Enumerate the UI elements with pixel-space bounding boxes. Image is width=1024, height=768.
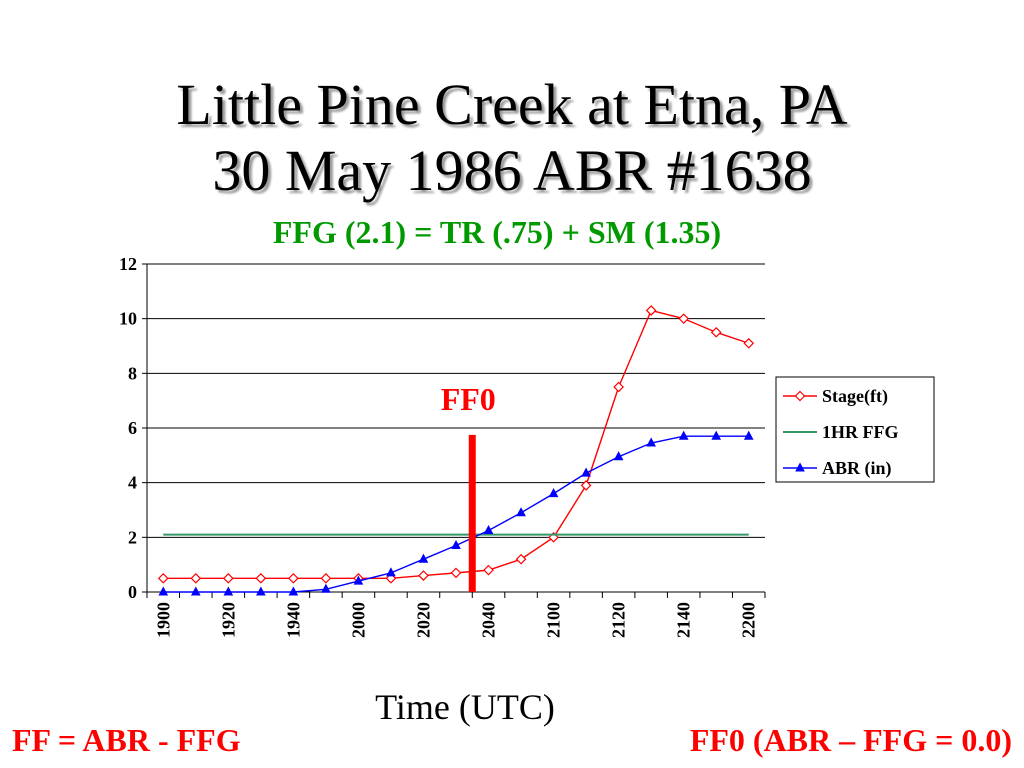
abr-point — [288, 586, 299, 596]
abr-point — [581, 467, 591, 477]
series-lines — [157, 305, 755, 596]
legend-label: 1HR FFG — [822, 422, 899, 442]
x-tick-label: 1900 — [153, 602, 173, 638]
stage-point — [255, 572, 267, 584]
legend-item: ABR (in) — [783, 458, 892, 479]
stage-point — [794, 390, 806, 402]
y-tick-label: 12 — [119, 254, 137, 274]
stage-point — [190, 572, 202, 584]
abr-point — [256, 586, 266, 596]
x-tick-label: 2040 — [479, 602, 499, 638]
abr-point — [646, 437, 656, 447]
legend-item: 1HR FFG — [783, 422, 899, 442]
footer-formula-left: FF = ABR - FFG — [12, 722, 241, 758]
x-tick-label: 1920 — [218, 602, 238, 638]
legend-item: Stage(ft) — [783, 386, 888, 407]
axes: 0 2 4 6 8 10 12 1900 1920 1940 2000 2020 2040 2100 212… — [119, 254, 766, 638]
chart-subtitle: FFG (2.1) = TR (.75) + SM (1.35) — [272, 214, 722, 250]
x-tick-label: 2000 — [348, 602, 368, 638]
abr-point — [353, 575, 364, 585]
abr-point — [516, 507, 526, 517]
abr-point — [613, 451, 624, 461]
abr-point — [321, 583, 331, 593]
title-line-2: 30 May 1986 ABR #1638 — [212, 138, 812, 203]
y-tick-label: 4 — [128, 473, 137, 493]
stage-point — [418, 570, 429, 581]
legend-label: Stage(ft) — [822, 386, 888, 407]
y-tick-label: 6 — [128, 418, 137, 438]
stage-point — [710, 326, 722, 338]
y-tick-label: 2 — [128, 527, 137, 547]
stage-point — [450, 567, 462, 579]
x-tick-label: 2200 — [739, 602, 759, 638]
stage-point — [222, 572, 234, 584]
stage-point — [483, 564, 494, 576]
y-tick-label: 0 — [128, 582, 137, 602]
abr-point — [743, 430, 754, 440]
stage-point — [320, 572, 332, 584]
ff0-annotation: FF0 — [441, 381, 496, 592]
footer-formula-right: FF0 (ABR – FFG = 0.0) — [689, 722, 1012, 758]
x-tick-label: 2020 — [413, 602, 433, 638]
stage-point — [157, 572, 169, 584]
stage-point — [613, 381, 624, 393]
abr-point — [190, 586, 201, 596]
legend: Stage(ft) 1HR FFG ABR (in) — [775, 376, 935, 483]
stage-point — [580, 480, 592, 491]
x-tick-label: 1940 — [283, 602, 303, 638]
stage-point — [743, 337, 755, 349]
abr-point — [483, 524, 494, 534]
stage-point — [645, 305, 657, 316]
ff0-label: FF0 — [441, 381, 496, 417]
abr-point — [451, 539, 461, 550]
abr-point — [678, 430, 689, 440]
abr-point — [548, 488, 559, 498]
stage-point — [515, 553, 527, 565]
stage-point — [678, 313, 690, 325]
abr-point — [418, 553, 429, 563]
title-line-1: Little Pine Creek at Etna, PA — [176, 72, 848, 137]
abr-point — [795, 462, 805, 472]
abr-point — [158, 586, 169, 596]
series-2 — [158, 430, 754, 596]
slide-title: Little Pine Creek at Etna, PA 30 May 198… — [0, 72, 1024, 204]
series-0 — [157, 305, 755, 584]
y-tick-label: 10 — [119, 309, 137, 329]
x-tick-label: 2140 — [674, 602, 694, 638]
stage-point — [288, 572, 299, 584]
legend-label: ABR (in) — [822, 458, 892, 479]
x-axis-title: Time (UTC) — [375, 687, 555, 727]
x-tick-label: 2100 — [544, 602, 564, 638]
abr-point — [711, 430, 722, 440]
series-line — [163, 309, 749, 580]
abr-point — [223, 586, 234, 596]
x-tick-label: 2120 — [609, 602, 629, 638]
y-tick-label: 8 — [128, 363, 137, 383]
abr-point — [386, 567, 396, 577]
